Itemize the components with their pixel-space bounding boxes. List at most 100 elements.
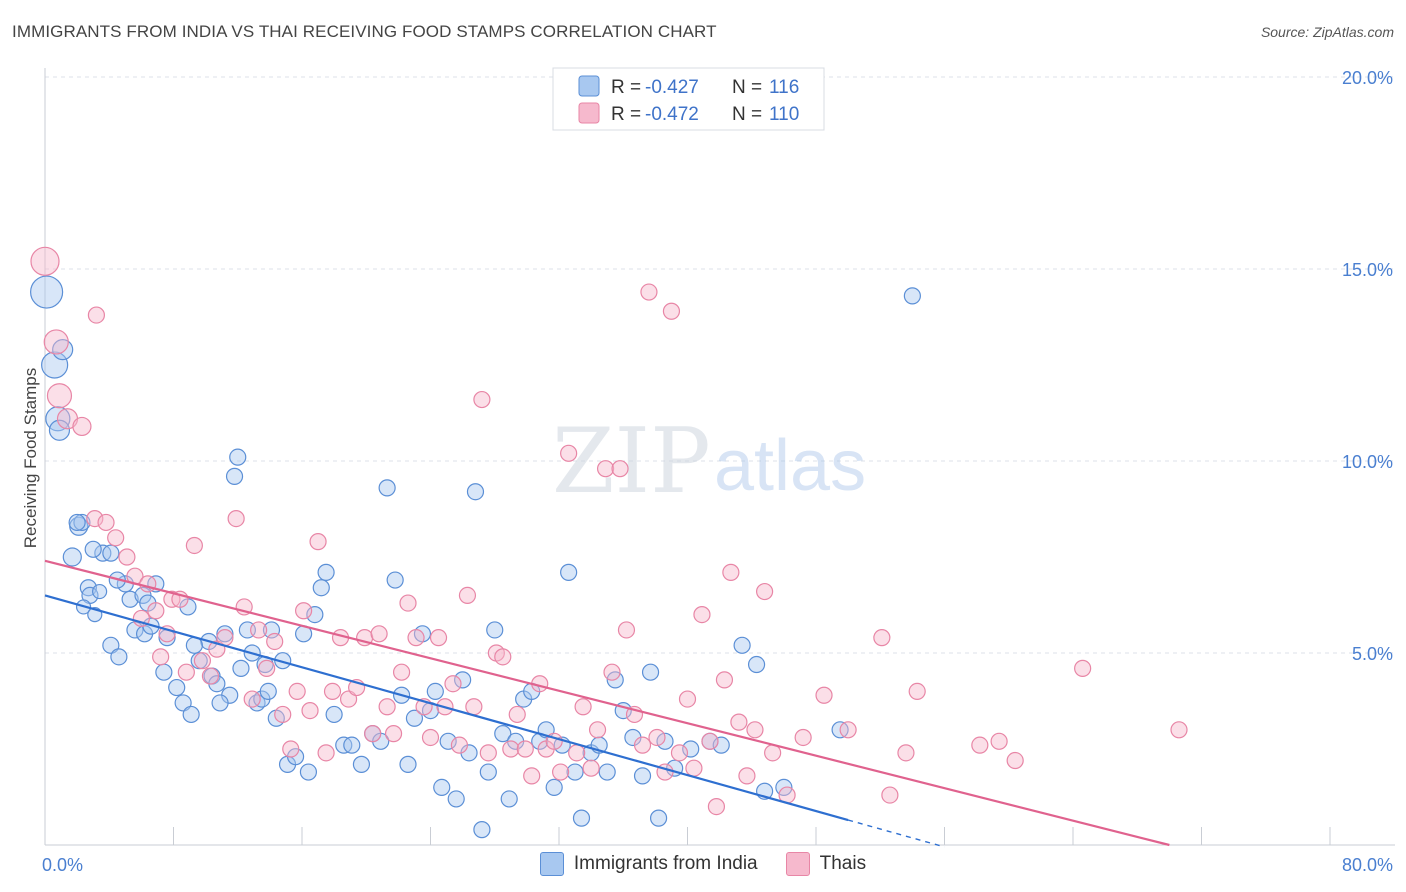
india-point-4 (48, 419, 71, 441)
trend-lines (44, 559, 1170, 848)
thai-point-43 (370, 625, 388, 643)
series-india-points (30, 275, 921, 839)
india-point-73 (473, 821, 491, 839)
thai-point-46 (392, 663, 411, 681)
thai-point-34 (301, 701, 319, 720)
thai-point-5 (87, 306, 106, 324)
india-point-14 (92, 583, 108, 600)
thai-point-92 (730, 713, 748, 731)
thai-point-6 (86, 509, 104, 528)
thai-point-48 (407, 629, 425, 647)
x-tick-label-0: 0.0% (42, 855, 83, 875)
legend-item-india[interactable]: Immigrants from India (539, 852, 758, 876)
india-point-96 (649, 809, 668, 827)
india-point-77 (500, 790, 518, 808)
thai-point-21 (201, 667, 220, 685)
thai-point-89 (707, 797, 726, 816)
thai-point-31 (282, 740, 300, 758)
india-point-0 (30, 275, 64, 309)
india-point-36 (225, 467, 244, 485)
legend-r-label-thai: R = (611, 104, 641, 125)
india-point-107 (903, 287, 921, 305)
thai-point-68 (552, 763, 570, 781)
thai-point-95 (755, 582, 774, 601)
thai-point-100 (839, 721, 857, 739)
bottom-legend: Immigrants from India Thais (0, 852, 1406, 876)
india-point-90 (598, 763, 616, 781)
india-point-37 (229, 448, 247, 466)
thai-point-73 (588, 721, 607, 739)
thai-point-29 (266, 632, 284, 651)
watermark-zip: ZIP (552, 409, 711, 514)
thai-point-101 (873, 629, 891, 647)
thai-point-69 (560, 444, 578, 462)
thai-point-60 (494, 648, 512, 666)
thai-point-106 (1074, 659, 1092, 677)
tick-labels: 5.0% 10.0% 15.0% 20.0% 0.0% 80.0% (42, 68, 1393, 875)
thai-point-105 (1006, 751, 1024, 770)
x-tick-label-1: 80.0% (1342, 855, 1393, 875)
thai-point-53 (444, 675, 462, 693)
india-point-109 (84, 540, 102, 558)
india-point-97 (656, 732, 674, 750)
thai-point-27 (250, 621, 268, 639)
thai-point-103 (908, 682, 926, 701)
thai-point-99 (815, 686, 833, 704)
thai-point-51 (429, 629, 448, 647)
thai-point-28 (258, 659, 276, 677)
thai-point-83 (662, 302, 681, 320)
india-point-87 (572, 809, 591, 827)
india-point-68 (439, 732, 457, 750)
legend-swatch-india-bottom (539, 852, 564, 876)
thai-point-42 (364, 725, 382, 743)
thai-point-24 (227, 509, 245, 528)
thai-point-108 (881, 786, 899, 804)
legend-n-label-thai: N = (732, 104, 762, 125)
watermark: ZIP atlas (552, 409, 866, 514)
thai-point-14 (152, 648, 170, 666)
thai-point-20 (193, 652, 212, 670)
india-point-53 (325, 705, 343, 724)
thai-point-32 (288, 682, 306, 701)
thai-point-71 (574, 698, 592, 716)
legend-r-value-thai: -0.472 (645, 104, 699, 125)
thai-point-19 (185, 536, 203, 555)
thai-point-90 (715, 671, 734, 689)
thai-point-79 (633, 736, 652, 754)
thai-point-61 (502, 740, 520, 758)
india-point-114 (232, 659, 250, 677)
legend-item-thai[interactable]: Thais (785, 852, 866, 876)
india-point-49 (299, 763, 318, 781)
thai-point-37 (323, 682, 342, 701)
thai-point-0 (30, 246, 60, 276)
thai-point-2 (46, 383, 73, 409)
thai-point-9 (118, 548, 136, 566)
y-tick-label-1: 10.0% (1342, 452, 1393, 472)
legend-swatch-india (578, 75, 600, 97)
india-point-62 (399, 755, 417, 773)
india-point-29 (182, 705, 200, 724)
thai-point-63 (516, 740, 534, 758)
thai-point-102 (897, 744, 915, 762)
india-point-94 (633, 767, 652, 785)
india-point-7 (62, 547, 82, 567)
india-point-26 (168, 678, 186, 697)
india-point-9 (102, 544, 120, 562)
india-point-24 (155, 663, 173, 681)
india-point-101 (712, 736, 730, 754)
thai-point-93 (738, 767, 756, 785)
axes (44, 68, 1395, 846)
india-point-1 (41, 351, 69, 379)
trend-line-india (44, 594, 849, 822)
thai-point-84 (670, 744, 689, 762)
thai-point-91 (722, 563, 740, 581)
thai-point-77 (617, 621, 636, 639)
thai-point-58 (479, 744, 497, 762)
india-point-66 (426, 682, 444, 701)
india-point-51 (312, 579, 330, 597)
thai-point-64 (523, 767, 541, 785)
india-point-56 (352, 755, 371, 773)
india-point-72 (466, 483, 485, 501)
legend-label-india: Immigrants from India (573, 853, 758, 874)
india-point-85 (560, 563, 578, 581)
